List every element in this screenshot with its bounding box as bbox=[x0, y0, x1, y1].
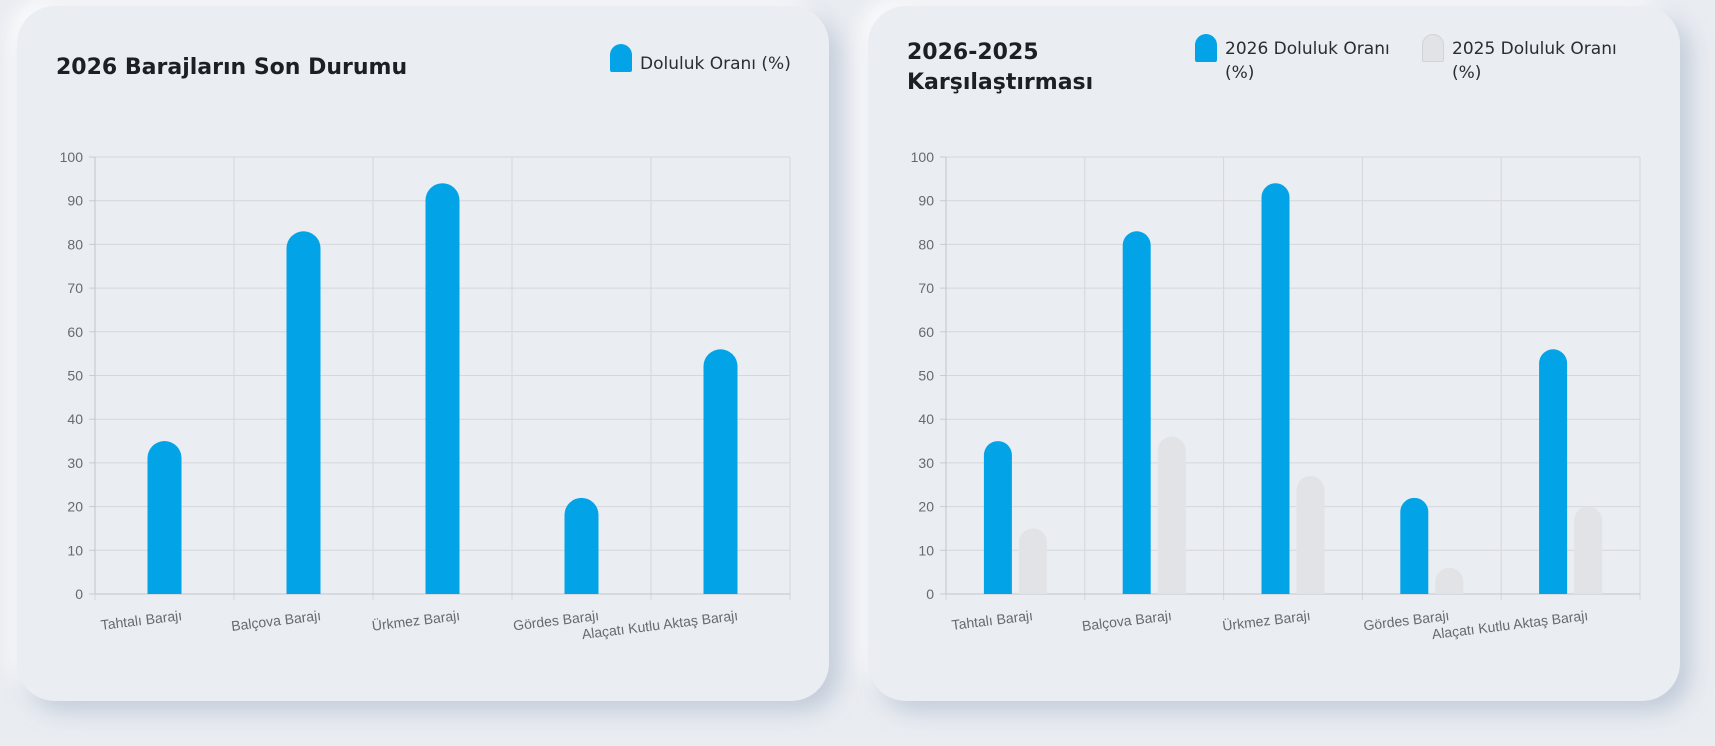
y-tick-label: 30 bbox=[67, 455, 83, 471]
x-tick-label: Ürkmez Barajı bbox=[1221, 606, 1311, 634]
x-tick-label: Balçova Barajı bbox=[230, 607, 322, 634]
card-title: 2026 Barajların Son Durumu bbox=[56, 55, 408, 80]
y-tick-label: 10 bbox=[918, 542, 934, 558]
bar-chart: 0 10 20 30 40 50 60 70 80 90 100 Tahtalı Barajı Balç… bbox=[60, 149, 791, 642]
y-tick-label: 70 bbox=[918, 280, 934, 296]
y-tick-label: 70 bbox=[67, 280, 83, 296]
bar bbox=[425, 183, 460, 594]
y-tick-label: 90 bbox=[918, 193, 934, 209]
y-tick-label: 60 bbox=[918, 324, 934, 340]
y-tick-label: 40 bbox=[67, 411, 83, 427]
x-tick-label: Alaçatı Kutlu Aktaş Barajı bbox=[581, 607, 739, 642]
bar bbox=[703, 349, 738, 594]
bar bbox=[1122, 231, 1151, 595]
y-tick-label: 30 bbox=[918, 455, 934, 471]
x-tick-label: Balçova Barajı bbox=[1081, 607, 1173, 634]
y-tick-label: 80 bbox=[67, 236, 83, 252]
x-tick-label: Ürkmez Barajı bbox=[371, 606, 461, 634]
y-tick-label: 0 bbox=[926, 586, 934, 602]
legend-swatch bbox=[1195, 34, 1217, 62]
bar-chart: 0 10 20 30 40 50 60 70 80 90 100 Tahtalı Barajı Balç… bbox=[911, 149, 1641, 642]
bar bbox=[1018, 528, 1047, 594]
x-tick-label: Tahtalı Barajı bbox=[951, 607, 1034, 633]
y-tick-label: 20 bbox=[67, 499, 83, 515]
legend-swatch bbox=[1422, 34, 1444, 62]
bar bbox=[564, 497, 599, 594]
legend-item-2026[interactable]: 2026 Doluluk Oranı (%) bbox=[1195, 34, 1395, 85]
bar bbox=[1296, 476, 1325, 594]
comparison-card: 2026-2025 Karşılaştırması 2026 Doluluk O… bbox=[868, 6, 1680, 701]
bar bbox=[1435, 567, 1464, 594]
y-tick-label: 100 bbox=[911, 149, 935, 165]
legend-item-doluluk[interactable]: Doluluk Oranı (%) bbox=[610, 44, 791, 76]
legend-swatch bbox=[610, 44, 632, 72]
y-tick-label: 100 bbox=[60, 149, 84, 165]
legend-label: 2026 Doluluk Oranı (%) bbox=[1225, 39, 1390, 83]
bar bbox=[147, 441, 182, 594]
bar bbox=[286, 231, 321, 595]
bar bbox=[1539, 349, 1568, 594]
x-tick-label: Alaçatı Kutlu Aktaş Barajı bbox=[1431, 607, 1589, 642]
bar bbox=[1574, 506, 1603, 594]
y-tick-label: 60 bbox=[67, 324, 83, 340]
bar bbox=[983, 441, 1012, 594]
bar bbox=[1400, 497, 1429, 594]
y-tick-label: 90 bbox=[67, 193, 83, 209]
y-tick-label: 20 bbox=[918, 499, 934, 515]
legend-label: Doluluk Oranı (%) bbox=[640, 54, 791, 74]
legend-label: 2025 Doluluk Oranı (%) bbox=[1452, 39, 1617, 83]
y-tick-label: 80 bbox=[918, 236, 934, 252]
legend-item-2025[interactable]: 2025 Doluluk Oranı (%) bbox=[1422, 34, 1622, 85]
bar bbox=[1157, 436, 1186, 594]
card-title: 2026-2025 Karşılaştırması bbox=[907, 40, 1094, 95]
bar bbox=[1261, 183, 1290, 594]
y-tick-label: 0 bbox=[75, 586, 83, 602]
y-tick-label: 50 bbox=[67, 368, 83, 384]
y-tick-label: 50 bbox=[918, 368, 934, 384]
x-tick-label: Tahtalı Barajı bbox=[100, 607, 183, 633]
y-tick-label: 10 bbox=[67, 542, 83, 558]
dam-status-card: 2026 Barajların Son Durumu Doluluk Oranı… bbox=[17, 6, 829, 701]
y-tick-label: 40 bbox=[918, 411, 934, 427]
